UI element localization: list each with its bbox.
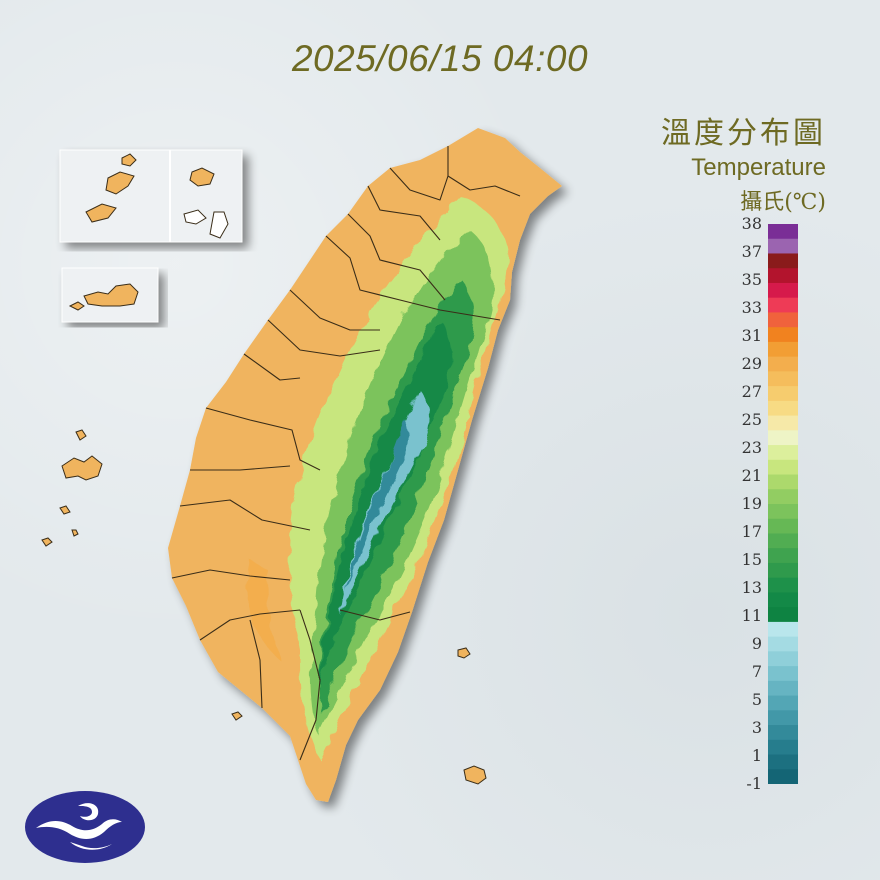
legend-tick-label: 21	[741, 466, 762, 485]
legend-tick-label: 11	[741, 606, 762, 625]
legend-band	[768, 754, 798, 770]
inset-matsu	[59, 149, 243, 243]
timestamp: 2025/06/15 04:00	[291, 38, 589, 79]
legend-band	[768, 548, 798, 564]
legend-tick-label: 27	[741, 382, 762, 401]
legend-unit: 攝氏(℃)	[740, 190, 826, 215]
legend-band	[768, 415, 798, 431]
legend-tick-label: 5	[751, 690, 762, 709]
legend-tick-label: 29	[741, 354, 762, 373]
legend-band	[768, 592, 798, 608]
legend-band	[768, 371, 798, 387]
legend-band	[768, 577, 798, 594]
legend-title-zh: 溫度分布圖	[661, 116, 826, 151]
legend-band	[768, 474, 798, 490]
legend-band	[768, 238, 798, 255]
legend-tick-label: 31	[741, 326, 762, 345]
legend-tick-label: 15	[741, 550, 762, 569]
legend-band	[768, 636, 798, 652]
legend-band	[768, 400, 798, 417]
legend-tick-label: 35	[741, 270, 762, 289]
legend-band	[768, 268, 798, 284]
legend-band	[768, 297, 798, 314]
legend-band	[768, 739, 798, 756]
legend-band	[768, 769, 798, 784]
penghu-islands	[41, 429, 103, 547]
legend-tick-label: 38	[741, 214, 762, 233]
legend-band	[768, 430, 798, 446]
legend-tick-label: 7	[751, 662, 762, 681]
legend-band	[768, 504, 798, 520]
legend-tick-label: 9	[751, 634, 762, 653]
legend-band	[768, 459, 798, 476]
legend-band	[768, 725, 798, 741]
legend-band	[768, 666, 798, 682]
legend-band	[768, 312, 798, 328]
legend-tick-label: 3	[751, 718, 762, 737]
legend-band	[768, 533, 798, 549]
legend-band	[768, 518, 798, 535]
legend-band	[768, 621, 798, 638]
legend-title: 溫度分布圖 Temperature 攝氏(℃)	[661, 108, 826, 216]
legend-tick-label: 25	[741, 410, 762, 429]
legend-band	[768, 445, 798, 461]
legend-band	[768, 651, 798, 667]
legend-band	[768, 695, 798, 711]
legend-band	[768, 356, 798, 372]
legend-band	[768, 562, 798, 579]
small-islands	[231, 647, 487, 785]
legend-tick-label: 23	[741, 438, 762, 457]
county-boundaries	[171, 146, 521, 761]
legend-band	[768, 341, 798, 358]
cwa-logo	[25, 791, 145, 863]
legend-tick-label: 13	[741, 578, 762, 597]
legend-band	[768, 710, 798, 726]
legend-band	[768, 386, 798, 402]
legend-band	[768, 253, 798, 269]
legend-tick-label: 17	[741, 522, 762, 541]
elevation-bands	[246, 196, 508, 760]
legend-band	[768, 607, 798, 623]
legend-band	[768, 327, 798, 343]
legend-band	[768, 680, 798, 697]
legend-band	[768, 224, 798, 240]
inset-kinmen	[61, 267, 159, 323]
legend-tick-label: 37	[741, 242, 762, 261]
legend-band	[768, 282, 798, 299]
legend-tick-label: 1	[751, 746, 762, 765]
legend-tick-label: -1	[746, 774, 762, 793]
legend-band	[768, 489, 798, 505]
legend-tick-label: 19	[741, 494, 762, 513]
legend-title-en: Temperature	[691, 154, 826, 181]
legend-color-bar	[768, 224, 798, 784]
legend-tick-label: 33	[741, 298, 762, 317]
